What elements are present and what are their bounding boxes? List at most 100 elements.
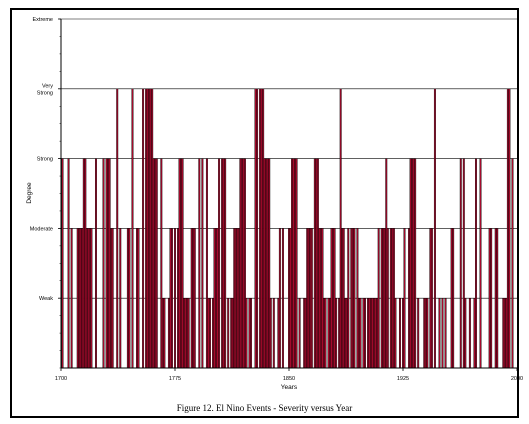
bar: [444, 298, 447, 369]
bar: [152, 158, 155, 369]
bar: [205, 158, 208, 369]
bar: [288, 228, 290, 369]
bar: [85, 228, 88, 369]
bar: [433, 88, 436, 369]
bar: [367, 298, 369, 369]
x-axis-title: Years: [281, 384, 298, 391]
bar: [423, 298, 426, 369]
bar: [377, 228, 380, 369]
bar: [450, 228, 453, 369]
bar: [82, 158, 85, 369]
bar: [102, 158, 105, 369]
bar: [145, 88, 148, 369]
bar: [310, 228, 313, 369]
bar: [347, 228, 350, 369]
bar: [178, 158, 181, 369]
bar: [475, 158, 477, 369]
bar: [412, 158, 415, 369]
bar: [304, 298, 307, 369]
bar: [237, 228, 240, 369]
bar: [380, 228, 383, 369]
bar: [160, 158, 163, 369]
bar: [128, 228, 131, 369]
bar: [215, 228, 217, 369]
bar: [342, 228, 345, 369]
bar: [236, 228, 239, 369]
bar: [184, 298, 187, 369]
y-axis-title: Degree: [26, 182, 33, 204]
bar: [417, 298, 420, 369]
y-tick-label: Moderate: [30, 226, 53, 232]
bar: [234, 228, 237, 369]
x-tick-label: 1775: [169, 376, 181, 382]
bar: [169, 228, 172, 369]
bar: [316, 158, 319, 369]
bar: [374, 298, 377, 369]
bar: [488, 228, 491, 369]
bar: [84, 158, 87, 369]
bar: [227, 298, 230, 369]
bar: [260, 88, 263, 369]
bar: [335, 298, 338, 369]
bar: [119, 228, 122, 369]
bar: [137, 228, 140, 369]
bar: [151, 88, 154, 369]
bar: [289, 228, 292, 369]
bar: [295, 158, 298, 369]
bar: [368, 298, 371, 369]
bar: [87, 228, 90, 369]
bar: [198, 158, 201, 369]
bar: [371, 298, 374, 369]
bar: [315, 158, 318, 369]
bar: [186, 298, 189, 369]
bar: [265, 158, 268, 369]
x-tick-label: 1700: [55, 376, 67, 382]
bar: [167, 298, 170, 369]
bar: [136, 228, 138, 369]
bar: [402, 298, 404, 369]
bar: [294, 158, 297, 369]
bar: [108, 158, 111, 369]
bar: [254, 88, 257, 369]
bar: [327, 298, 330, 369]
figure-caption: Figure 12. El Nino Events - Severity ver…: [176, 403, 353, 413]
bar: [403, 228, 406, 369]
bar: [459, 158, 462, 369]
bar: [292, 158, 295, 369]
bar: [376, 298, 379, 369]
bar: [193, 228, 196, 369]
bar: [67, 158, 70, 369]
bar: [180, 158, 183, 369]
bar: [224, 158, 227, 369]
bar: [391, 228, 394, 369]
bar: [146, 88, 149, 369]
bar: [183, 298, 186, 369]
y-tick-label: Extreme: [33, 17, 53, 23]
bar: [356, 228, 359, 369]
bar: [357, 298, 360, 369]
bar: [383, 228, 386, 369]
bar: [256, 88, 259, 369]
bar: [245, 298, 248, 369]
bar: [490, 228, 493, 369]
bar: [330, 228, 333, 369]
bar: [324, 298, 327, 369]
bar: [161, 298, 164, 369]
bar: [309, 228, 312, 369]
bar: [177, 228, 179, 369]
bar: [61, 158, 64, 369]
bar: [468, 298, 471, 369]
bar: [230, 298, 233, 369]
bar: [170, 228, 173, 369]
bar: [269, 298, 272, 369]
bar: [386, 228, 389, 369]
bar: [344, 298, 347, 369]
bar: [281, 228, 284, 369]
bars-group: [61, 88, 514, 369]
bar: [438, 298, 441, 369]
x-tick-label: 1850: [283, 376, 295, 382]
bar: [321, 228, 324, 369]
bar: [110, 228, 113, 369]
bar: [148, 88, 151, 369]
